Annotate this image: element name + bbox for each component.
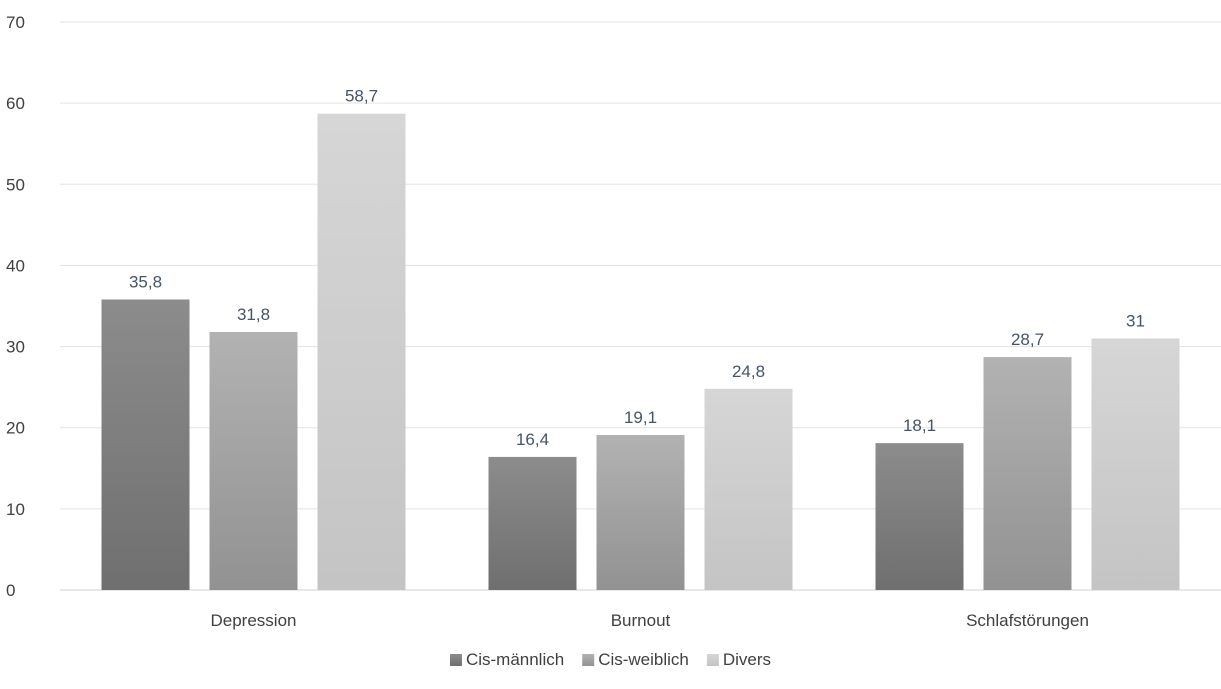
bar-schlafstorungen-cis-weiblich: [983, 357, 1072, 590]
bar-schlafstorungen-divers: [1091, 338, 1180, 590]
data-label: 31,8: [237, 305, 270, 324]
bar-burnout-cis-weiblich: [596, 435, 685, 590]
data-label: 28,7: [1011, 330, 1044, 349]
y-tick-label: 0: [6, 581, 15, 600]
data-label: 35,8: [129, 273, 162, 292]
x-tick-label: Schlafstörungen: [966, 611, 1089, 630]
legend-swatch: [582, 654, 595, 666]
legend-swatch: [449, 654, 462, 666]
y-tick-label: 30: [6, 338, 25, 357]
bar-depression-cis-mannlich: [101, 299, 190, 590]
y-tick-label: 60: [6, 94, 25, 113]
legend-item-divers: Divers: [706, 650, 771, 669]
bar-depression-divers: [317, 113, 406, 590]
bar-burnout-cis-mannlich: [488, 456, 577, 590]
y-axis-ticks: 0 10 20 30 40 50 60 70: [6, 13, 25, 600]
y-tick-label: 70: [6, 13, 25, 32]
y-tick-label: 20: [6, 419, 25, 438]
data-label: 18,1: [903, 416, 936, 435]
bar-schlafstorungen-cis-mannlich: [875, 443, 964, 590]
legend-label: Cis-weiblich: [598, 650, 689, 669]
bar-burnout-divers: [704, 388, 793, 590]
legend-item-cis-weiblich: Cis-weiblich: [582, 650, 689, 669]
bar-depression-cis-weiblich: [209, 331, 298, 590]
x-axis-ticks: Depression Burnout Schlafstörungen: [211, 611, 1089, 630]
legend-item-cis-mannlich: Cis-männlich: [449, 650, 564, 669]
y-tick-label: 40: [6, 256, 25, 275]
y-tick-label: 10: [6, 500, 25, 519]
data-label: 19,1: [624, 408, 657, 427]
data-label: 31: [1126, 311, 1145, 330]
y-tick-label: 50: [6, 175, 25, 194]
x-tick-label: Burnout: [611, 611, 671, 630]
legend-swatch: [706, 654, 719, 666]
legend: Cis-männlich Cis-weiblich Divers: [449, 650, 771, 669]
bars: [101, 113, 1180, 590]
data-label: 16,4: [516, 430, 549, 449]
legend-label: Divers: [723, 650, 771, 669]
data-label: 58,7: [345, 87, 378, 106]
data-labels: 35,8 31,8 58,7 16,4 19,1 24,8 18,1 28,7 31: [129, 87, 1145, 449]
x-tick-label: Depression: [211, 611, 297, 630]
data-label: 24,8: [732, 362, 765, 381]
legend-label: Cis-männlich: [466, 650, 564, 669]
